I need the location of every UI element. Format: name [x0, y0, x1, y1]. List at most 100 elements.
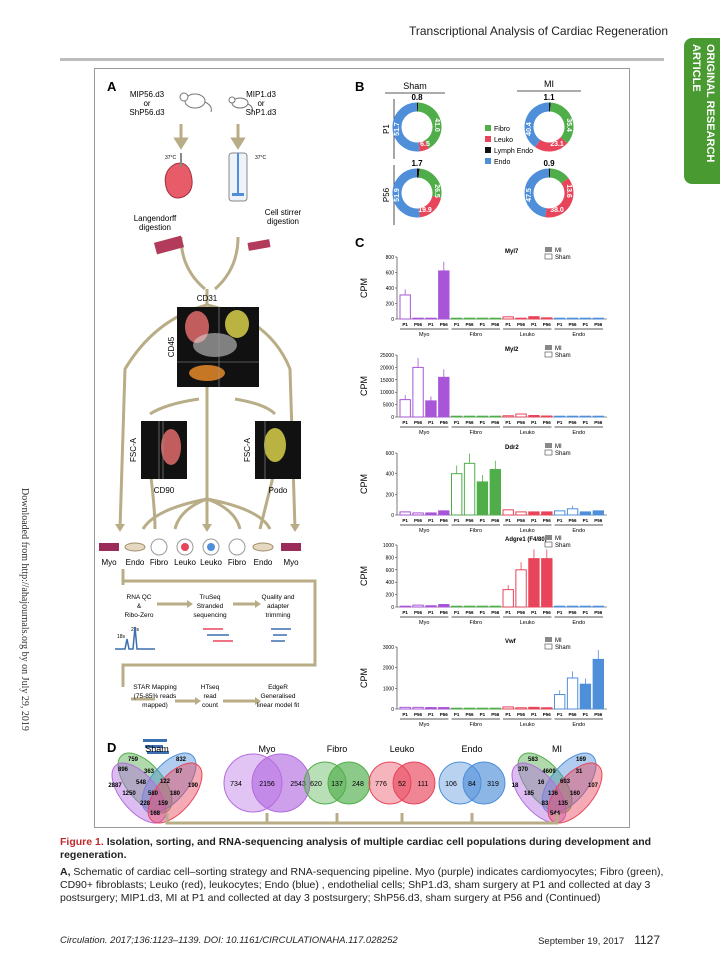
pipeline-row2: STAR Mapping (75-85% reads mapped) HTseq rea… [133, 684, 299, 709]
bar-mi [476, 707, 489, 710]
bar-sham [554, 317, 566, 320]
y-tick-label: 20000 [380, 365, 394, 371]
x-tick-label: P56 [440, 420, 449, 425]
bar-mi [541, 707, 553, 710]
legend-sham-swatch [544, 449, 553, 456]
legend-label: Leuko [494, 137, 513, 144]
x-tick-label: P56 [440, 322, 449, 327]
x-tick-label: P56 [543, 420, 552, 425]
venn-region-value: 122 [160, 779, 171, 785]
bar-mi [528, 558, 540, 608]
figure-canvas: A MIP56.d3 or ShP56.d3 MIP1.d3 or ShP1.d… [99, 79, 607, 825]
venn-title-sham: Sham [145, 744, 169, 754]
group-label: Fibro [469, 528, 482, 534]
donut-fibro-value: 13.6 [565, 184, 572, 198]
flow-arrowheads [115, 524, 300, 532]
venn-region-value: 580 [148, 791, 159, 797]
y-tick-label: 400 [386, 580, 395, 586]
x-tick-label: P56 [543, 518, 552, 523]
x-tick-label: P56 [569, 712, 578, 717]
group-label: Myo [419, 332, 429, 338]
x-tick-label: P56 [491, 322, 500, 327]
legend-mi-label: MI [555, 346, 562, 352]
venn-overlap-value: 2156 [259, 781, 275, 788]
bar-mi [579, 317, 592, 320]
gene-title: Ddr2 [505, 445, 519, 451]
x-tick-label: P1 [505, 420, 511, 425]
bar-sham [515, 569, 527, 608]
bar-mi [592, 510, 604, 516]
bar-mi [425, 317, 437, 320]
donut-labels: 0.8 41.0 6.5 51.7 1.1 35.4 23.1 40.4 1.7 26.5 19.9… [394, 93, 572, 214]
pipeline-flow [121, 569, 317, 701]
venn-fibro: 620 137 248 [303, 761, 371, 805]
venn-region-value: 228 [140, 801, 151, 807]
col-label-sham: Sham [403, 81, 427, 91]
x-tick-label: P56 [594, 518, 603, 523]
bar-mi [438, 270, 450, 320]
x-tick-label: P56 [414, 518, 423, 523]
bar-sham [502, 589, 514, 608]
x-tick-label: P1 [402, 712, 408, 717]
x-tick-label: P56 [543, 712, 552, 717]
y-axis-label: CPM [359, 566, 369, 586]
x-tick-label: P1 [428, 518, 434, 523]
venn-sham: 759 832 896 87 2887 363 190 548 122 1250 580 180 228… [108, 752, 203, 824]
y-tick-label: 1000 [383, 686, 394, 692]
bar-sham [463, 462, 476, 516]
row-label-p56: P56 [382, 187, 391, 202]
bar-sham [412, 317, 424, 320]
running-header: Transcriptional Analysis of Cardiac Rege… [408, 24, 668, 38]
y-tick-label: 3000 [383, 645, 394, 651]
donut-slice [417, 102, 442, 149]
article-type-tab: ORIGINAL RESEARCH ARTICLE [684, 38, 720, 184]
cell-icon-endo [252, 542, 274, 552]
pipeline-step-text: Generalised [260, 693, 295, 700]
bar-sham [502, 509, 514, 516]
bar-sham [399, 294, 411, 320]
cell-label-leuko: Leuko [174, 558, 196, 567]
group-label: Myo [419, 430, 429, 436]
bar-sham [515, 707, 527, 710]
x-tick-label: P1 [531, 518, 537, 523]
y-tick-label: 200 [386, 492, 395, 498]
venn-region-value: 160 [570, 791, 581, 797]
facs-cd90-plot [141, 421, 187, 479]
x-tick-label: P56 [517, 610, 526, 615]
bar-mi [476, 605, 489, 608]
y-tick-label: 0 [391, 415, 394, 421]
bar-sham [463, 317, 476, 320]
legend-swatch [485, 147, 491, 153]
right-method-line2: digestion [267, 217, 299, 226]
x-tick-label: P56 [440, 518, 449, 523]
venn-circle-mi [462, 761, 506, 805]
venn-region-value: 185 [524, 791, 535, 797]
bar-mi [579, 415, 592, 418]
venn-region-value: 583 [528, 757, 539, 763]
x-tick-label: P56 [491, 712, 500, 717]
bar-mi [489, 415, 501, 418]
x-tick-label: P1 [583, 322, 589, 327]
bar-sham [566, 508, 579, 516]
venn-diagrams: Sham Myo Fibro Leuko Endo MI 734 2156 2543 620 137… [108, 744, 603, 824]
panel-a-letter: A [107, 79, 117, 94]
facs-main-plot [177, 307, 259, 387]
venn-ellipse [141, 752, 197, 814]
figure-1: A MIP56.d3 or ShP56.d3 MIP1.d3 or ShP1.d… [94, 68, 630, 828]
legend-mi-label: MI [555, 444, 562, 450]
x-tick-label: P1 [583, 420, 589, 425]
venn-region-value: 83 [542, 801, 549, 807]
donut-slice [392, 168, 420, 218]
x-tick-label: P1 [531, 610, 537, 615]
bar-mi [438, 376, 450, 418]
bar-mi [579, 511, 592, 516]
x-tick-label: P56 [466, 518, 475, 523]
pipeline-step-text: & [137, 603, 142, 610]
pipeline-step-text: count [202, 702, 218, 709]
venn-myo: 734 2156 2543 [223, 753, 311, 813]
venn-region-value: 1250 [122, 791, 136, 797]
col-label-mi: MI [544, 79, 554, 89]
x-tick-label: P1 [557, 712, 563, 717]
y-axis-label: CPM [359, 278, 369, 298]
